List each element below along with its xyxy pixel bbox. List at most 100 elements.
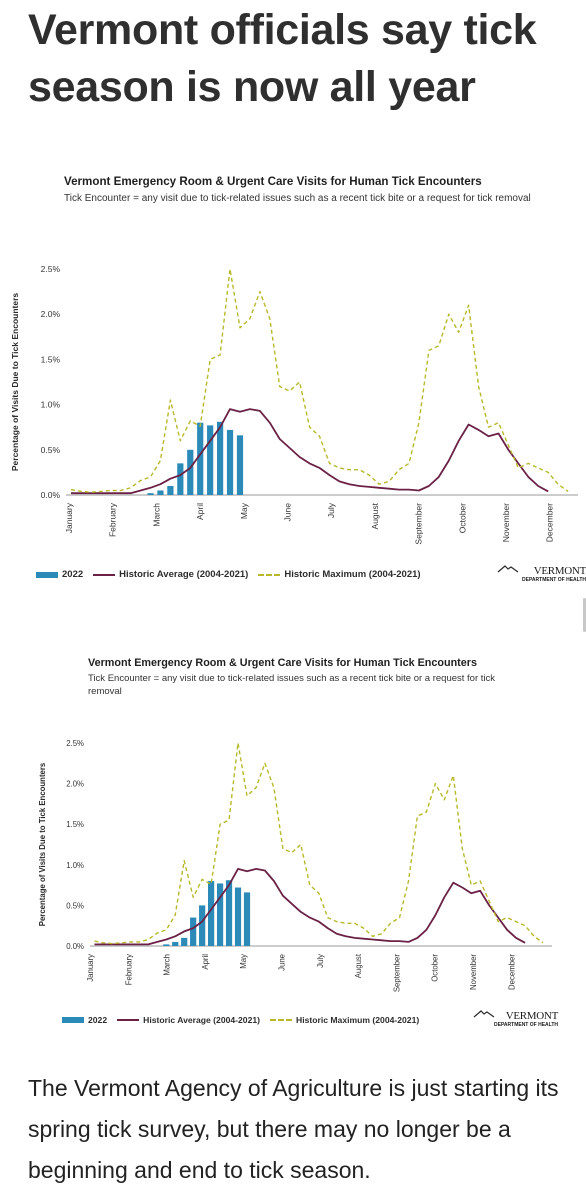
x-tick-label-june: June [283,503,293,522]
logo-name: VERMONT [505,1010,559,1022]
x-tick-label-november: November [501,503,511,542]
y-axis-label: Percentage of Visits Due to Tick Encount… [38,762,47,926]
bar-2022-week-10 [157,490,164,495]
y-tick-label: 2.0% [66,780,84,789]
chart-tick-visits-1: Vermont Emergency Room & Urgent Care Vis… [0,165,586,605]
bar-2022-week-15 [207,425,214,495]
y-tick-label: 1.0% [66,861,84,870]
article-body-text: The Vermont Agency of Agriculture is jus… [28,1075,559,1183]
x-tick-label-july: July [326,502,336,518]
x-tick-label-february: February [108,502,118,537]
chart-legend: 2022 Historic Average (2004-2021) Histor… [36,569,431,580]
y-axis-label: Percentage of Visits Due to Tick Encount… [10,293,20,472]
bar-2022-week-14 [208,881,215,946]
bar-2022-week-11 [181,937,188,946]
bar-2022-week-18 [236,435,244,495]
x-tick-label-april: April [201,954,210,970]
y-tick-label: 1.0% [41,400,61,410]
x-tick-label-december: December [545,503,555,542]
legend-item-average: Historic Average (2004-2021) [117,1015,260,1025]
bar-2022-week-17 [226,429,234,495]
line-historic-maximum [94,742,544,945]
mountain-icon [473,1010,495,1018]
legend-label-maximum: Historic Maximum (2004-2021) [296,1015,420,1025]
legend-swatch-line [93,573,116,576]
bar-2022-week-16 [216,421,224,495]
x-tick-label-august: August [354,953,363,978]
y-tick-label: 2.0% [41,309,61,319]
legend-label-average: Historic Average (2004-2021) [143,1015,260,1025]
chart-subtitle: Tick Encounter = any visit due to tick-r… [88,673,496,697]
legend-swatch-line [117,1019,140,1021]
bar-2022-week-12 [177,463,184,495]
legend-item-maximum: Historic Maximum (2004-2021) [258,569,421,580]
x-tick-label-september: September [414,503,424,545]
legend-label-average: Historic Average (2004-2021) [119,569,249,580]
chart-plot: 0.0% 0.5% 1.0% 1.5% 2.0% 2.5% Percentage of Vi… [38,739,552,993]
legend-label-2022: 2022 [62,569,84,580]
bar-2022-week-13 [187,449,194,495]
x-tick-label-may: May [239,502,249,519]
legend-label-2022: 2022 [88,1015,108,1025]
legend-item-maximum: Historic Maximum (2004-2021) [270,1015,419,1025]
scrollbar-thumb[interactable] [583,598,586,632]
bar-2022-week-9 [147,493,154,495]
bar-2022-week-10 [172,941,179,946]
line-historic-maximum [70,268,569,493]
legend-swatch-bar [36,571,58,578]
x-tick-label-september: September [392,954,401,993]
logo-name: VERMONT [533,565,586,577]
bar-2022-week-16 [225,880,233,946]
x-tick-label-july: July [316,954,325,968]
x-tick-label-october: October [431,954,440,982]
x-tick-label-october: October [457,503,467,533]
chart-title: Vermont Emergency Room & Urgent Care Vis… [64,175,482,188]
x-tick-label-january: January [64,502,74,533]
legend-swatch-dashed [258,573,281,576]
x-tick-label-march: March [163,954,172,976]
chart-tick-visits-2: Vermont Emergency Room & Urgent Care Vis… [0,645,586,1045]
bar-2022-week-12 [190,917,197,946]
headline: Vermont officials say tick season is now… [28,6,537,111]
x-tick-label-august: August [370,502,380,529]
logo-dept: DEPARTMENT OF HEALTH [494,1022,558,1028]
x-tick-label-january: January [86,954,95,982]
legend-swatch-dashed [270,1019,292,1021]
x-tick-label-december: December [507,954,516,990]
legend-swatch-bar [62,1017,84,1023]
chart-title: Vermont Emergency Room & Urgent Care Vis… [88,657,477,669]
y-tick-label: 2.5% [41,264,61,274]
y-tick-label: 0.0% [66,942,84,951]
bar-2022-week-18 [243,892,251,946]
chart-subtitle: Tick Encounter = any visit due to tick-r… [64,193,531,204]
y-tick-label: 0.5% [41,445,61,455]
chart-plot: 0.0% 0.5% 1.0% 1.5% 2.0% 2.5% Percentage of Vi… [10,264,578,545]
line-historic-average [94,867,526,946]
x-tick-label-may: May [239,954,248,969]
vermont-health-logo: VERMONT DEPARTMENT OF HEALTH [497,565,586,583]
legend-item-average: Historic Average (2004-2021) [93,569,248,580]
bar-2022-week-9 [163,944,170,946]
y-tick-label: 1.5% [66,820,84,829]
x-tick-label-november: November [469,954,478,990]
legend-item-2022: 2022 [62,1015,107,1025]
y-tick-label: 2.5% [66,739,84,748]
bar-2022-week-17 [234,887,242,946]
line-historic-average [71,408,549,495]
logo-dept: DEPARTMENT OF HEALTH [522,577,586,583]
chart-legend: 2022 Historic Average (2004-2021) Histor… [62,1015,429,1025]
y-tick-label: 1.5% [41,354,61,364]
mountain-icon [497,565,519,573]
x-tick-label-june: June [278,954,287,971]
y-tick-label: 0.0% [41,490,61,500]
bar-2022-week-13 [199,905,206,946]
bar-2022-week-15 [216,883,224,946]
bar-2022-week-14 [197,422,204,495]
x-tick-label-april: April [195,503,205,520]
x-tick-label-february: February [124,954,133,985]
legend-item-2022: 2022 [36,569,83,580]
y-tick-label: 0.5% [66,901,84,910]
x-tick-label-march: March [151,503,161,527]
vermont-health-logo: VERMONT DEPARTMENT OF HEALTH [473,1010,559,1028]
legend-label-maximum: Historic Maximum (2004-2021) [284,569,421,580]
